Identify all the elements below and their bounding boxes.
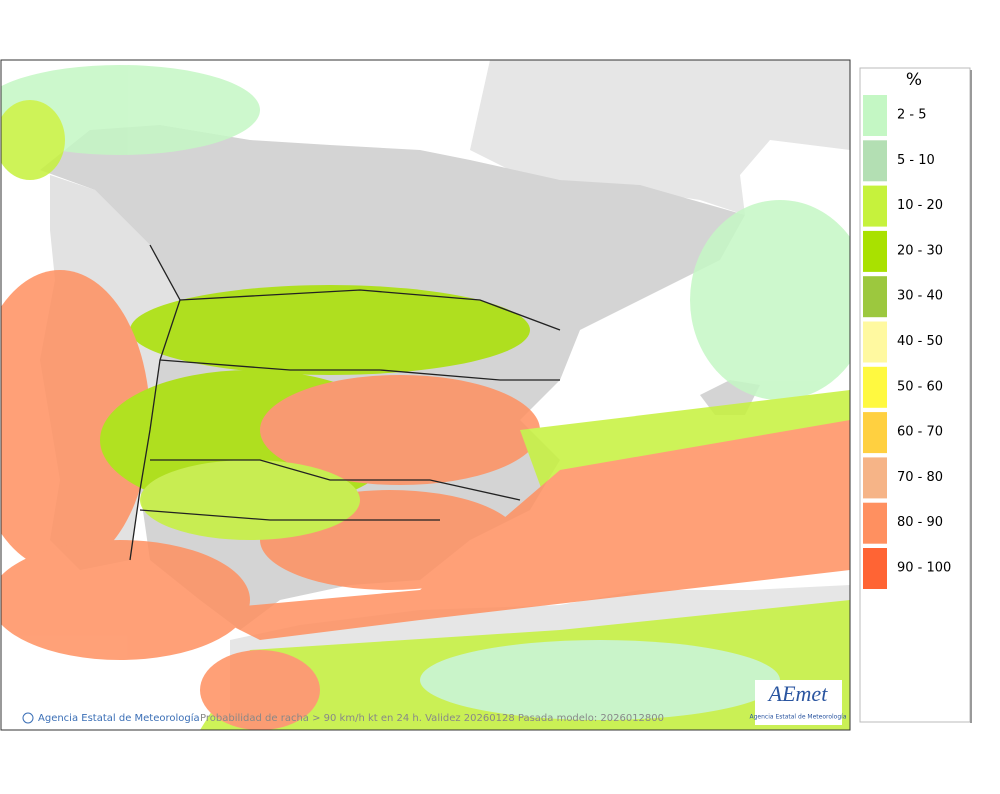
legend-swatch	[863, 276, 887, 318]
legend-swatch	[863, 457, 887, 499]
legend-label: 10 - 20	[897, 198, 943, 213]
credit: Agencia Estatal de Meteorología	[38, 712, 200, 724]
legend-label: 70 - 80	[897, 470, 943, 485]
legend-label: 40 - 50	[897, 334, 943, 349]
legend-swatch	[863, 548, 887, 589]
caption: Probabilidad de racha > 90 km/h kt en 24…	[200, 713, 664, 724]
borders	[129, 244, 561, 561]
legend-title: %	[906, 70, 922, 90]
legend-swatch	[863, 230, 887, 272]
legend: 2 - 5 5 - 10 10 - 20 20 - 30 30 - 40 40 - 50 5…	[863, 95, 951, 589]
logo: AEmet	[767, 681, 829, 706]
france	[470, 60, 850, 215]
legend-swatch	[863, 502, 887, 544]
legend-label: 5 - 10	[897, 153, 935, 168]
legend-swatch	[863, 185, 887, 227]
legend-label: 80 - 90	[897, 515, 943, 530]
legend-swatch	[863, 140, 887, 182]
legend-swatch	[863, 321, 887, 363]
copyright-icon	[22, 712, 34, 724]
legend-label: 50 - 60	[897, 379, 943, 394]
legend-swatch	[863, 95, 887, 136]
map-frame	[0, 59, 851, 731]
logo-box	[755, 680, 842, 725]
legend-label: 20 - 30	[897, 243, 943, 258]
legend-swatch	[863, 412, 887, 454]
legend-label: 30 - 40	[897, 289, 943, 304]
legend-label: 60 - 70	[897, 425, 943, 440]
logo-subtitle: Agencia Estatal de Meteorología	[750, 714, 847, 721]
probability-field	[1, 65, 850, 730]
legend-label: 2 - 5	[897, 108, 927, 123]
map	[1, 60, 850, 730]
legend-swatch	[863, 366, 887, 408]
legend-label: 90 - 100	[897, 561, 951, 576]
